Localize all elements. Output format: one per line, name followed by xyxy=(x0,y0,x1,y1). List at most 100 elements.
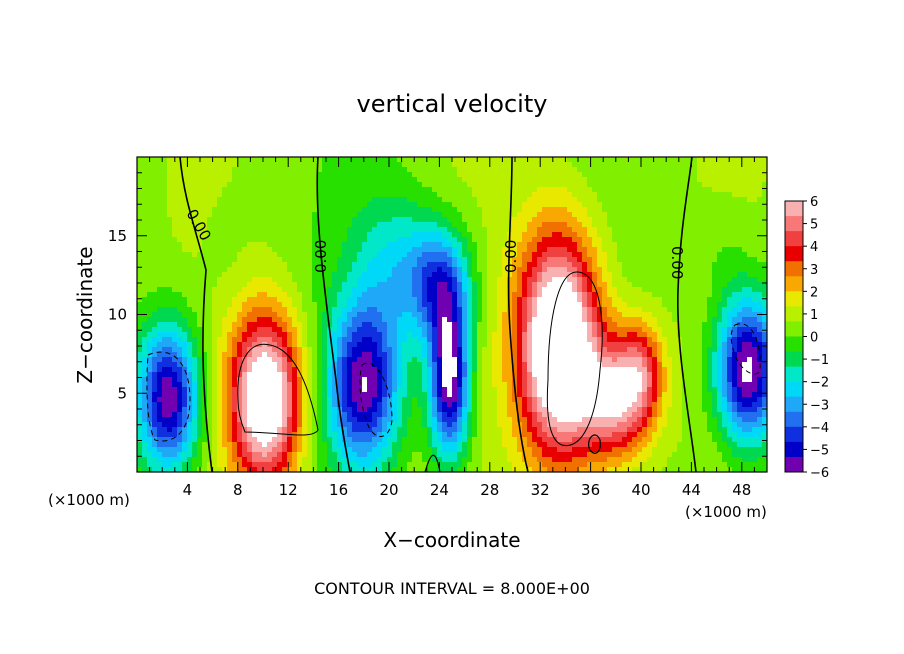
field-cell xyxy=(622,322,628,328)
field-cell xyxy=(757,297,763,303)
field-cell xyxy=(342,237,348,243)
field-cell xyxy=(162,187,168,193)
field-cell xyxy=(627,277,633,283)
field-cell xyxy=(417,227,423,233)
field-cell xyxy=(567,277,573,283)
field-cell xyxy=(747,277,753,283)
field-cell xyxy=(637,207,643,213)
field-cell xyxy=(232,237,238,243)
field-cell xyxy=(482,187,488,193)
field-cell xyxy=(412,187,418,193)
field-cell xyxy=(257,347,263,353)
field-cell xyxy=(757,317,763,323)
field-cell xyxy=(172,322,178,328)
field-cell xyxy=(382,272,388,278)
field-cell xyxy=(282,232,288,238)
field-cell xyxy=(577,202,583,208)
field-cell xyxy=(312,242,318,248)
field-cell xyxy=(267,197,273,203)
field-cell xyxy=(147,252,153,258)
field-cell xyxy=(322,237,328,243)
field-cell xyxy=(402,157,408,163)
field-cell xyxy=(702,212,708,218)
field-cell xyxy=(337,337,343,343)
field-cell xyxy=(287,202,293,208)
field-cell xyxy=(682,327,688,333)
field-cell xyxy=(672,232,678,238)
field-cell xyxy=(452,222,458,228)
field-cell xyxy=(297,337,303,343)
field-cell xyxy=(327,172,333,178)
field-cell xyxy=(337,262,343,268)
field-cell xyxy=(322,352,328,358)
field-cell xyxy=(597,217,603,223)
field-cell xyxy=(362,247,368,253)
field-cell xyxy=(307,277,313,283)
field-cell xyxy=(727,327,733,333)
field-cell xyxy=(667,167,673,173)
field-cell xyxy=(487,202,493,208)
field-cell xyxy=(487,252,493,258)
field-cell xyxy=(502,302,508,308)
field-cell xyxy=(627,192,633,198)
field-cell xyxy=(262,197,268,203)
field-cell xyxy=(407,197,413,203)
field-cell xyxy=(482,252,488,258)
field-cell xyxy=(352,307,358,313)
field-cell xyxy=(762,227,767,233)
field-cell xyxy=(587,287,593,293)
field-cell xyxy=(527,252,533,258)
field-cell xyxy=(492,187,498,193)
field-cell xyxy=(487,172,493,178)
field-cell xyxy=(152,292,158,298)
field-cell xyxy=(537,347,543,353)
field-cell xyxy=(672,327,678,333)
field-cell xyxy=(697,252,703,258)
field-cell xyxy=(277,327,283,333)
field-cell xyxy=(432,157,438,163)
field-cell xyxy=(187,172,193,178)
field-cell xyxy=(232,287,238,293)
field-cell xyxy=(247,192,253,198)
field-cell xyxy=(187,297,193,303)
field-cell xyxy=(462,317,468,323)
field-cell xyxy=(142,242,148,248)
field-cell xyxy=(517,287,523,293)
field-cell xyxy=(182,197,188,203)
field-cell xyxy=(447,282,453,288)
field-cell xyxy=(647,302,653,308)
field-cell xyxy=(302,327,308,333)
field-cell xyxy=(762,307,767,313)
field-cell xyxy=(717,207,723,213)
field-cell xyxy=(327,307,333,313)
field-cell xyxy=(157,227,163,233)
field-cell xyxy=(222,197,228,203)
field-cell xyxy=(642,197,648,203)
field-cell xyxy=(242,287,248,293)
field-cell xyxy=(657,282,663,288)
field-cell xyxy=(737,272,743,278)
field-cell xyxy=(372,292,378,298)
field-cell xyxy=(542,347,548,353)
field-cell xyxy=(407,167,413,173)
field-cell xyxy=(647,317,653,323)
field-cell xyxy=(157,342,163,348)
field-cell xyxy=(472,277,478,283)
field-cell xyxy=(517,262,523,268)
field-cell xyxy=(437,287,443,293)
field-cell xyxy=(187,352,193,358)
field-cell xyxy=(557,217,563,223)
field-cell xyxy=(722,157,728,163)
field-cell xyxy=(542,272,548,278)
field-cell xyxy=(492,207,498,213)
field-cell xyxy=(472,217,478,223)
field-cell xyxy=(642,322,648,328)
field-cell xyxy=(287,327,293,333)
field-cell xyxy=(307,317,313,323)
field-cell xyxy=(422,177,428,183)
field-cell xyxy=(537,172,543,178)
field-cell xyxy=(427,262,433,268)
field-cell xyxy=(697,232,703,238)
field-cell xyxy=(557,277,563,283)
field-cell xyxy=(372,237,378,243)
